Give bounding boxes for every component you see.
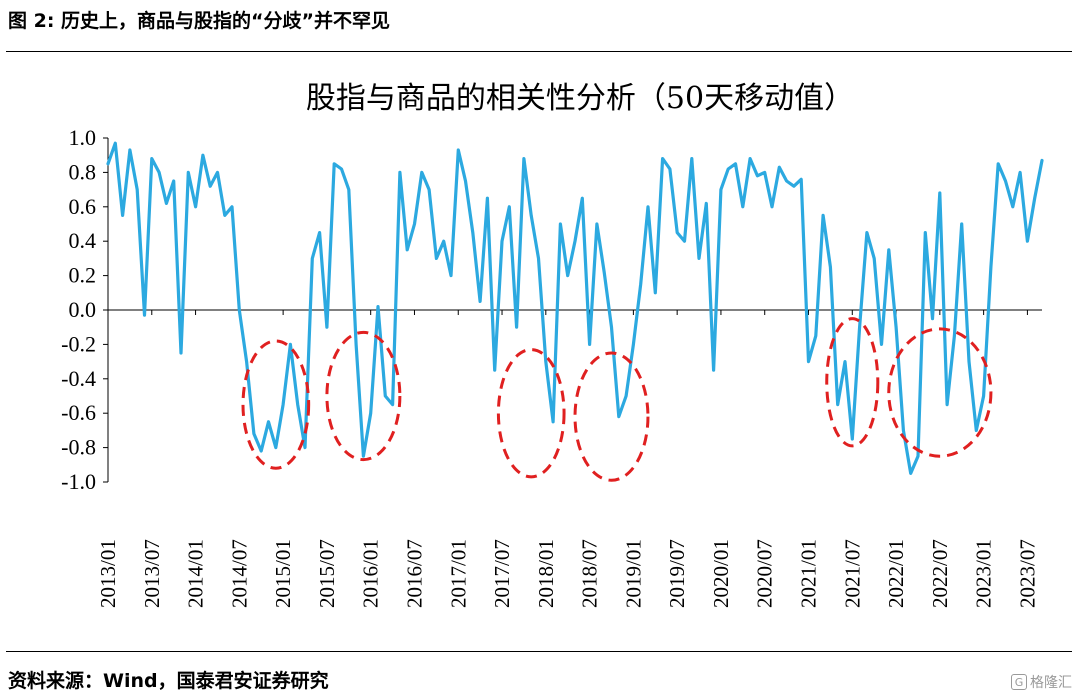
x-tick-label: 2021/01 <box>797 539 821 608</box>
source-note: 资料来源：Wind，国泰君安证券研究 <box>8 670 329 692</box>
top-divider <box>6 51 1072 52</box>
x-tick-label: 2017/01 <box>446 539 470 608</box>
y-tick-label: 0.6 <box>69 194 97 219</box>
y-tick-label: 0.2 <box>69 263 97 288</box>
chart-title: 股指与商品的相关性分析（50天移动值） <box>306 81 854 116</box>
y-tick-label: 0.0 <box>69 297 97 322</box>
x-tick-label: 2015/07 <box>315 539 339 608</box>
watermark: G 格隆汇 <box>1011 672 1072 692</box>
divergence-ellipse <box>887 327 993 458</box>
watermark-text: 格隆汇 <box>1030 675 1072 691</box>
x-tick-label: 2016/01 <box>359 539 383 608</box>
x-tick-label: 2020/07 <box>753 539 777 608</box>
x-tick-label: 2020/01 <box>709 539 733 608</box>
x-tick-label: 2022/01 <box>884 539 908 608</box>
y-tick-label: -0.6 <box>61 400 96 425</box>
x-tick-label: 2015/01 <box>271 539 295 608</box>
x-tick-label: 2017/07 <box>490 539 514 608</box>
x-tick-label: 2018/01 <box>534 539 558 608</box>
x-tick-label: 2022/07 <box>928 539 952 608</box>
divergence-ellipse <box>241 339 311 470</box>
x-tick-label: 2014/01 <box>184 539 208 608</box>
y-tick-label: 0.4 <box>69 228 97 253</box>
plot-area: 1.0 0.8 0.6 0.4 0.2 0.0 -0.2 -0.4 -0.6 -0.8 -1.0 20… <box>61 125 1044 608</box>
y-tick-label: -0.2 <box>61 331 96 356</box>
y-tick-label: 0.8 <box>69 159 97 184</box>
x-tick-label: 2021/07 <box>840 539 864 608</box>
y-tick-label: -0.4 <box>61 366 96 391</box>
correlation-chart: 股指与商品的相关性分析（50天移动值） 1.0 0.8 0.6 0.4 0.2 0.0 -0… <box>61 81 1044 608</box>
x-tick-label: 2016/07 <box>402 539 426 608</box>
y-tick-label: 1.0 <box>69 125 97 150</box>
watermark-logo-icon: G <box>1011 674 1027 690</box>
divergence-ellipse <box>325 330 402 462</box>
y-tick-label: -0.8 <box>61 435 96 460</box>
x-tick-label: 2023/07 <box>1015 539 1039 608</box>
x-tick-label: 2018/07 <box>578 539 602 608</box>
x-tick-label: 2013/07 <box>140 539 164 608</box>
divergence-ellipse <box>496 348 566 479</box>
x-tick-label: 2014/07 <box>227 539 251 608</box>
y-tick-label: -1.0 <box>61 469 96 494</box>
divergence-ellipse <box>573 351 650 482</box>
x-tick-label: 2019/07 <box>665 539 689 608</box>
series-line-0 <box>106 141 1044 475</box>
x-tick-label: 2013/01 <box>96 539 120 608</box>
x-tick-label: 2023/01 <box>972 539 996 608</box>
figure-caption: 图 2: 历史上，商品与股指的“分歧”并不罕见 <box>8 10 391 32</box>
x-tick-label: 2019/01 <box>621 539 645 608</box>
bottom-divider <box>6 651 1072 652</box>
divergence-ellipse <box>825 317 880 448</box>
